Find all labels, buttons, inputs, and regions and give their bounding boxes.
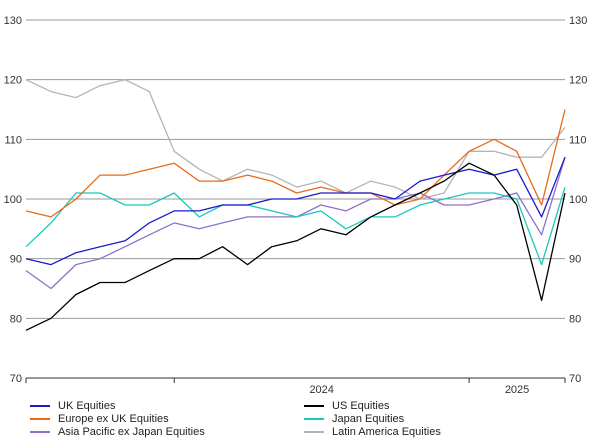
legend-swatch [30,404,50,407]
legend-item-uk-equities: UK Equities [30,399,115,412]
legend-item-japan-equities: Japan Equities [304,412,404,425]
series-line-uk-equities [25,156,566,266]
y-tick-label-left: 80 [10,313,22,325]
legend-label: Asia Pacific ex Japan Equities [58,425,205,438]
legend: UK Equities Europe ex UK Equities Asia P… [0,396,601,438]
y-tick-label-right: 90 [569,254,581,266]
series-line-japan-equities [25,186,566,266]
y-axis-right: 70 80 90 100 110 120 130 [569,15,587,385]
legend-item-asia-pacific-ex-japan-equities: Asia Pacific ex Japan Equities [30,425,205,438]
x-tick-label: 2025 [505,384,529,396]
legend-item-europe-ex-uk-equities: Europe ex UK Equities [30,412,169,425]
series-line-latin-america-equities [25,79,566,200]
y-tick-label-left: 90 [10,254,22,266]
y-tick-label-left: 120 [4,75,22,87]
y-tick-label-left: 70 [10,373,22,385]
y-tick-label-left: 100 [4,194,22,206]
legend-label: UK Equities [58,399,116,412]
y-axis-left: 70 80 90 100 110 120 130 [4,15,22,385]
series-line-asia-pacific-ex-japan-equities [25,157,566,290]
y-tick-label-left: 110 [4,134,22,146]
x-tick-label: 2024 [309,384,333,396]
y-tick-label-right: 80 [569,313,581,325]
x-axis: 2024 2025 [25,377,566,396]
series-line-us-equities [25,162,566,331]
legend-label: Japan Equities [332,412,405,425]
legend-label: Latin America Equities [332,425,441,438]
y-tick-label-left: 130 [4,15,22,27]
y-tick-label-right: 110 [569,134,587,146]
y-tick-label-right: 120 [569,75,587,87]
line-chart: 70 80 90 100 110 120 130 70 80 90 100 110 120 130 20… [4,15,588,396]
gridlines [26,19,565,319]
legend-swatch [30,417,50,420]
series-lines [25,79,566,331]
y-tick-label-right: 130 [569,15,587,27]
legend-item-latin-america-equities: Latin America Equities [304,425,441,438]
legend-swatch [304,417,324,420]
y-tick-label-right: 100 [569,194,587,206]
legend-swatch [30,430,50,433]
legend-swatch [304,404,324,407]
legend-swatch [304,430,324,433]
legend-item-us-equities: US Equities [304,399,389,412]
legend-label: US Equities [332,399,390,412]
series-line-europe-ex-uk-equities [25,109,566,218]
y-tick-label-right: 70 [569,373,581,385]
legend-label: Europe ex UK Equities [58,412,169,425]
